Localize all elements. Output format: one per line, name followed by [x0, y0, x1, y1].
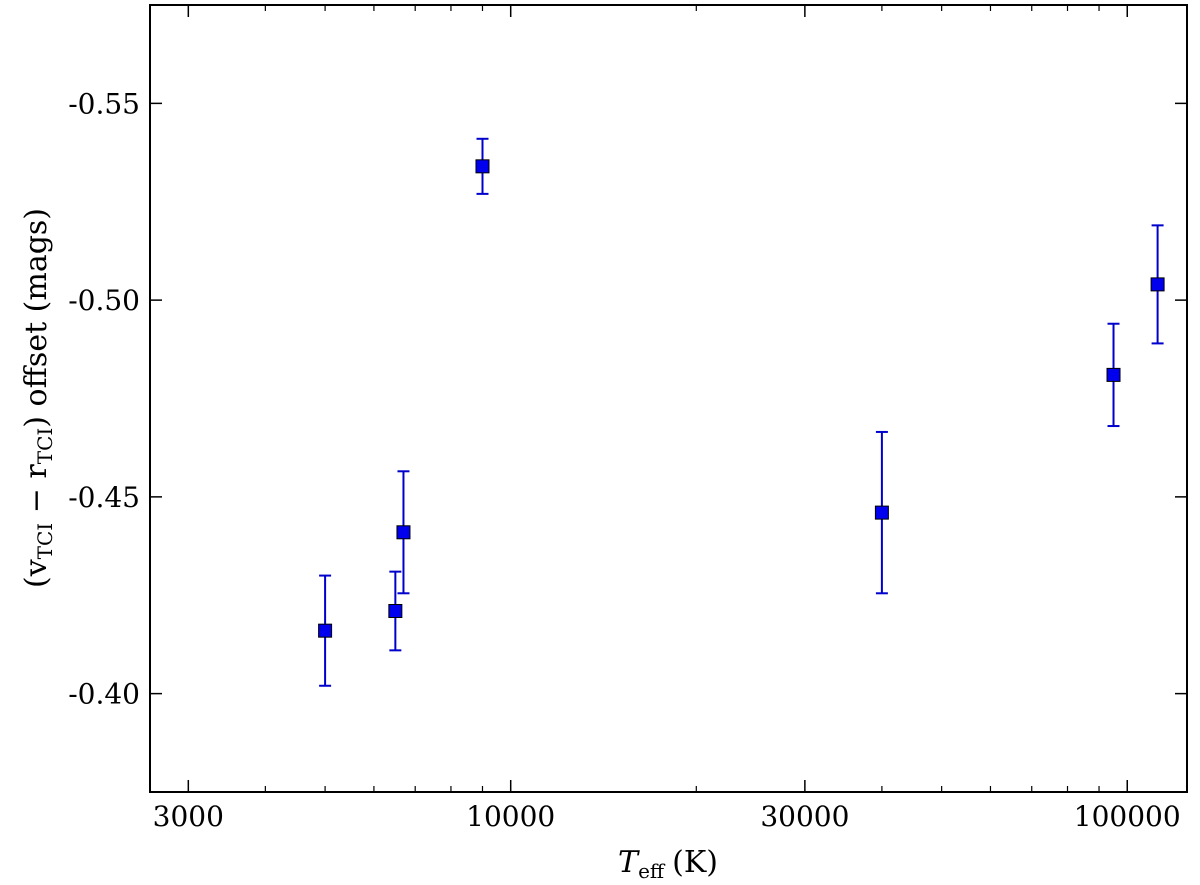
y-axis-label-rest: offset (mags) — [19, 208, 54, 416]
y-axis-label-minus: − r — [19, 464, 54, 523]
square-marker — [396, 525, 411, 540]
x-tick-label: 100000 — [1074, 800, 1181, 833]
x-axis-label-unit: (K) — [672, 845, 718, 880]
square-marker — [318, 623, 333, 638]
y-axis-label-open: (v — [19, 559, 54, 588]
y-tick-label: -0.45 — [68, 481, 140, 514]
data-point — [388, 570, 403, 652]
square-marker — [475, 159, 490, 174]
y-tick-label: -0.55 — [68, 87, 140, 120]
axis-tick-labels: 3000 10000 30000 100000 -0.40 -0.45 -0.50 -0.55 — [68, 87, 1181, 833]
data-point — [874, 430, 889, 595]
y-tick-label: -0.50 — [68, 284, 140, 317]
square-marker — [874, 505, 889, 520]
y-axis-label-sub1: TCI — [33, 523, 57, 560]
x-tick-label: 3000 — [153, 800, 224, 833]
data-point — [1106, 322, 1121, 428]
x-axis-label-main: T — [618, 845, 640, 880]
data-point — [396, 470, 411, 595]
x-axis-label: Teff (K) — [618, 845, 718, 883]
square-marker — [1150, 277, 1165, 292]
square-marker — [1106, 367, 1121, 382]
x-axis-label-sub: eff — [638, 859, 666, 883]
data-point — [318, 574, 333, 687]
data-point — [475, 137, 490, 195]
axis-ticks — [150, 5, 1187, 792]
y-axis-label-close: ) — [19, 416, 54, 428]
x-tick-label: 30000 — [760, 800, 849, 833]
y-axis-label-sub2: TCI — [33, 428, 57, 465]
y-tick-label: -0.40 — [68, 678, 140, 711]
x-tick-label: 10000 — [466, 800, 555, 833]
square-marker — [388, 603, 403, 618]
data-points — [318, 137, 1165, 687]
y-axis-label: (vTCI − rTCI) offset (mags) — [19, 208, 57, 588]
plot-frame — [149, 4, 1188, 793]
data-point — [1150, 224, 1165, 345]
